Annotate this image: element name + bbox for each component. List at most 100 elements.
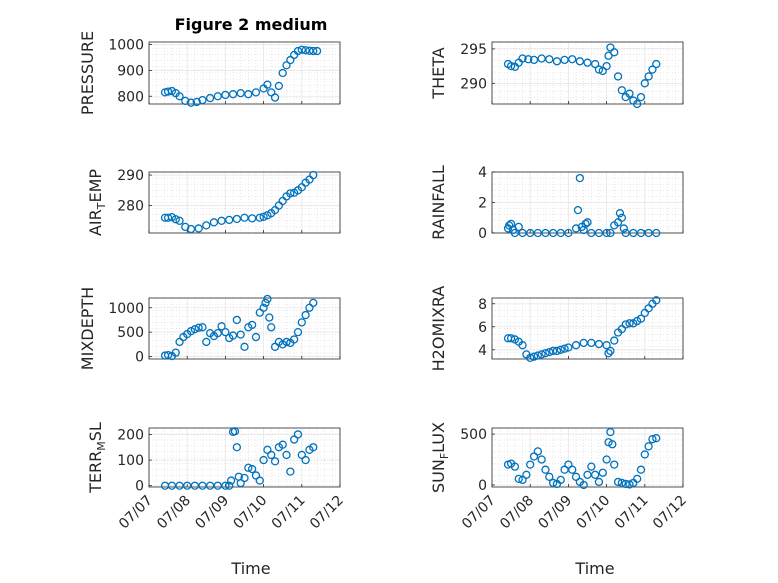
data-point [556, 475, 565, 485]
data-point [617, 86, 627, 95]
data-point [652, 296, 661, 305]
data-point [205, 93, 215, 103]
data-point [247, 464, 257, 474]
data-point [267, 450, 276, 460]
data-point [263, 294, 272, 304]
data-point [297, 318, 306, 327]
y-tick-label: 0 [135, 350, 144, 366]
y-tick-label: 200 [117, 427, 144, 443]
data-point [232, 443, 242, 452]
data-point [545, 55, 554, 64]
data-point [619, 224, 628, 233]
data-point [510, 462, 520, 471]
data-point [610, 48, 619, 57]
y-tick-label: 290 [460, 76, 487, 92]
x-tick-label: 07/12 [307, 493, 347, 533]
data-point [621, 479, 630, 489]
x-tick-label: 07/07 [459, 493, 499, 533]
data-point [652, 59, 661, 69]
data-point [286, 189, 295, 198]
data-point [573, 205, 583, 215]
data-point [267, 323, 276, 332]
data-point [579, 480, 588, 490]
y-tick-label: 290 [117, 168, 144, 184]
data-point [514, 222, 523, 232]
data-point [613, 72, 623, 81]
data-point [247, 214, 257, 223]
data-point [533, 447, 542, 456]
data-point [297, 450, 306, 460]
subplot-2: 290 295 THETA [429, 41, 684, 109]
data-point [613, 477, 623, 487]
data-point [192, 97, 201, 107]
data-point [636, 92, 646, 102]
data-point [171, 348, 180, 357]
data-point [640, 79, 649, 88]
y-tick-label: 100 [117, 453, 144, 469]
data-point [514, 474, 523, 484]
data-point [575, 57, 585, 66]
data-point [568, 55, 577, 64]
data-point [263, 445, 272, 454]
data-point [259, 455, 268, 465]
y-tick-label: 0 [478, 226, 487, 242]
data-point [265, 313, 274, 322]
data-point [228, 90, 238, 99]
data-point [301, 46, 310, 55]
data-point [529, 352, 539, 361]
data-point [259, 303, 268, 312]
data-point [610, 336, 619, 345]
y-tick-label: 0 [135, 479, 144, 495]
y-axis-label: PRESSURE [78, 31, 97, 115]
y-tick-label: 2 [478, 196, 487, 212]
data-point [652, 434, 661, 443]
y-tick-label: 280 [117, 199, 144, 215]
data-point [163, 213, 173, 222]
data-point [293, 328, 303, 337]
y-tick-label: 500 [460, 427, 487, 443]
data-point [274, 81, 284, 91]
data-point [518, 54, 527, 63]
data-point [309, 443, 318, 452]
data-point [644, 72, 653, 81]
data-point [537, 54, 546, 63]
data-point [225, 481, 234, 490]
data-point [648, 435, 657, 444]
data-point [228, 331, 238, 340]
data-point [309, 170, 318, 180]
axes-box [148, 41, 341, 105]
axes-box [148, 427, 341, 488]
y-tick-label: 8 [478, 297, 487, 313]
data-point [236, 479, 245, 488]
data-point [560, 344, 569, 353]
y-tick-label: 500 [117, 325, 144, 341]
data-point [202, 221, 211, 230]
x-tick-label: 07/12 [650, 493, 690, 533]
data-point [230, 427, 240, 436]
data-point [186, 98, 196, 107]
y-tick-label: 900 [117, 63, 144, 79]
data-point [587, 462, 596, 471]
y-axis-label: SUNFLUX [429, 422, 451, 493]
data-point [571, 224, 581, 233]
data-point [506, 334, 516, 343]
data-point [625, 480, 634, 489]
data-point [297, 45, 306, 54]
data-point [282, 450, 291, 460]
subplot-5: 0 500 1000 MIXDEPTH [78, 287, 341, 370]
y-axis-label: TERRMSL [86, 422, 108, 494]
data-point [175, 92, 184, 101]
data-point [545, 472, 554, 481]
data-point [537, 455, 546, 464]
data-point [541, 465, 550, 474]
x-tick-label: 07/10 [231, 493, 271, 533]
data-point [181, 96, 190, 106]
data-point [587, 338, 596, 348]
data-point [194, 323, 203, 332]
axes-box [491, 41, 684, 105]
y-axis-label: MIXDEPTH [78, 287, 97, 370]
axes-box [491, 427, 684, 488]
x-tick-label: 07/10 [574, 493, 614, 533]
data-point [247, 320, 257, 329]
